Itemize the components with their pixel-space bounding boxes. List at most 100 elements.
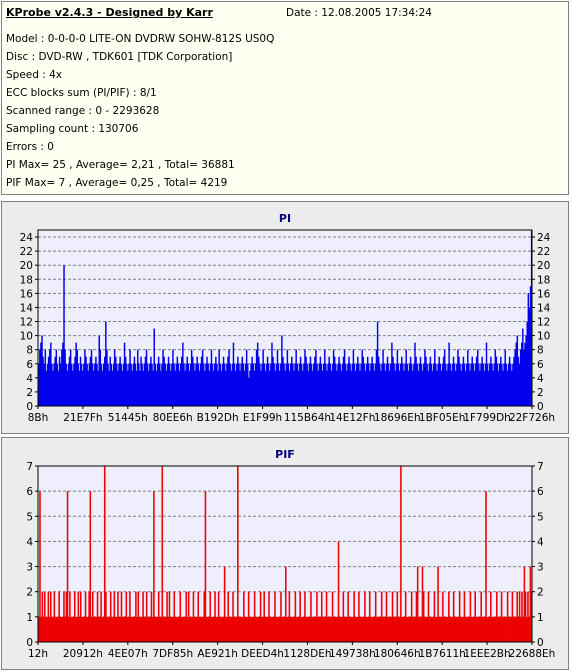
pif-bar — [409, 616, 412, 642]
pif-bar — [341, 616, 343, 642]
pif-bar — [70, 616, 72, 642]
pif-xtick-label: AE921h — [197, 648, 238, 660]
pif-bar — [337, 541, 340, 642]
pi-bar — [183, 363, 185, 406]
pif-bar — [256, 616, 258, 642]
pi-bar — [421, 370, 424, 406]
pi-bar — [156, 363, 159, 406]
pif-bar — [52, 616, 54, 642]
pi-bar — [471, 356, 473, 406]
pif-axis-frame — [37, 465, 533, 643]
pif-bar — [100, 591, 102, 642]
pif-bar — [139, 616, 142, 642]
pi-bar — [71, 363, 73, 406]
pif-bar — [190, 616, 192, 642]
pif-bar — [121, 616, 124, 642]
pif-bar — [162, 616, 165, 642]
pi-bar — [393, 363, 395, 406]
pi-bar — [123, 342, 126, 406]
pif-bar — [136, 616, 138, 642]
pi-bar — [106, 349, 108, 406]
pi-bar — [241, 356, 243, 406]
pif-bar — [73, 591, 76, 642]
pi-bar — [458, 356, 460, 406]
pi-bar — [161, 363, 163, 406]
pif-bar — [78, 616, 81, 642]
pi-bar — [412, 370, 414, 406]
pif-bar — [438, 616, 441, 642]
pi-bar — [69, 349, 72, 406]
pi-bar — [432, 363, 435, 406]
pi-bar — [398, 370, 401, 406]
pi-bar — [525, 335, 527, 406]
pi-bar — [454, 370, 457, 406]
scan-date: Date : 12.08.2005 17:34:24 — [286, 7, 432, 19]
pif-bar — [196, 616, 198, 642]
pi-bar — [185, 363, 187, 406]
pi-bar — [60, 363, 62, 406]
pif-bar — [94, 616, 96, 642]
pi-bar — [386, 356, 389, 406]
pif-bar — [329, 616, 331, 642]
pif-ytick-label-left: 0 — [26, 637, 33, 649]
pif-bar — [450, 616, 453, 642]
pi-bar — [194, 370, 196, 406]
pi-bar — [111, 370, 114, 406]
pi-bar — [414, 342, 416, 406]
pif-bar — [470, 616, 473, 642]
pif-bar — [214, 591, 216, 642]
pi-bar — [200, 356, 203, 406]
pif-bar — [416, 566, 419, 642]
pif-bar — [467, 616, 469, 642]
pif-bar — [42, 616, 45, 642]
pif-bar — [442, 591, 444, 642]
pi-bar — [231, 363, 234, 406]
pif-bar — [342, 591, 345, 642]
pif-bar — [255, 616, 257, 642]
pif-bar — [461, 616, 463, 642]
pi-bar — [260, 370, 262, 406]
pif-bar — [472, 616, 474, 642]
pi-bar — [72, 370, 74, 406]
pif-bar — [235, 616, 238, 642]
pif-bar — [383, 616, 385, 642]
pi-bar — [467, 349, 469, 406]
pi-bar — [318, 363, 321, 406]
pif-bar — [96, 591, 99, 642]
pi-bar — [316, 363, 318, 406]
pi-bar — [170, 370, 172, 406]
pi-bar — [242, 363, 245, 406]
pif-bar — [118, 616, 120, 642]
pi-bar — [307, 370, 309, 406]
pif-bar — [172, 616, 174, 642]
pi-bar — [275, 363, 278, 406]
pi-bar — [483, 370, 486, 406]
pi-bar — [457, 349, 459, 406]
pi-bar — [491, 363, 493, 406]
pif-bar — [58, 591, 60, 642]
pi-bar — [58, 356, 61, 406]
pi-bar — [276, 349, 279, 406]
pi-bar — [364, 370, 367, 406]
pif-bar — [175, 616, 178, 642]
pi-bar — [261, 363, 263, 406]
pi-bar — [503, 363, 505, 406]
pif-bar — [180, 616, 183, 642]
pi-bar — [387, 363, 390, 406]
pi-bar — [487, 370, 490, 406]
app-title: KProbe v2.4.3 - Designed by Karr — [6, 6, 213, 19]
pi-bar — [199, 363, 202, 406]
pi-bar — [315, 349, 317, 406]
pif-ytick-label-left: 5 — [26, 511, 33, 523]
pif-ytick-label-left: 6 — [26, 486, 33, 498]
pif-bar — [325, 591, 328, 642]
pif-bar — [40, 616, 42, 642]
pi-bar — [139, 370, 141, 406]
pi-bar — [262, 349, 264, 406]
pif-bar — [241, 616, 244, 642]
pif-bar — [510, 616, 512, 642]
pif-bar — [215, 616, 218, 642]
pi-bar — [486, 363, 489, 406]
pif-bar — [355, 616, 358, 642]
pi-bar — [40, 342, 42, 406]
